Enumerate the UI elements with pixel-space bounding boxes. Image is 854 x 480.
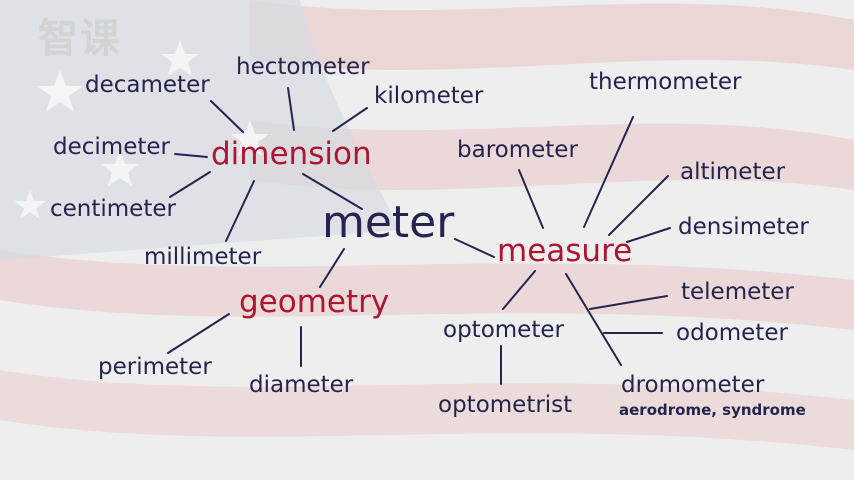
word-optometrist: optometrist — [438, 392, 573, 418]
word-centimeter: centimeter — [50, 196, 176, 222]
line-dimension-hectometer — [287, 87, 295, 131]
word-decimeter: decimeter — [53, 134, 170, 160]
line-meter-geometry — [319, 248, 345, 288]
word-diameter: diameter — [249, 372, 354, 398]
line-measure-densimeter — [626, 227, 671, 243]
line-measure-telemeter — [589, 295, 668, 310]
line-dimension-centimeter — [169, 171, 211, 198]
hub-measure: measure — [497, 233, 633, 269]
line-dimension-meter — [302, 173, 363, 210]
word-hectometer: hectometer — [236, 54, 370, 80]
word-dromometer: dromometer — [621, 372, 765, 398]
line-geometry-perimeter — [167, 313, 230, 354]
word-thermometer: thermometer — [589, 69, 742, 95]
word-optometer: optometer — [443, 317, 564, 343]
line-measure-optometer — [502, 270, 536, 310]
word-millimeter: millimeter — [144, 244, 262, 270]
word-perimeter: perimeter — [98, 354, 212, 380]
line-dimension-decimeter — [174, 153, 208, 158]
line-measure-dromometer — [565, 273, 622, 366]
note-aerodrome-syndrome: aerodrome, syndrome — [619, 401, 806, 419]
line-dimension-decameter — [210, 100, 244, 133]
word-odometer: odometer — [676, 320, 788, 346]
word-telemeter: telemeter — [681, 279, 794, 305]
hub-dimension: dimension — [211, 136, 372, 172]
line-dimension-kilometer — [332, 107, 368, 132]
word-barometer: barometer — [457, 137, 578, 163]
watermark-logo: 智课 — [38, 16, 122, 62]
word-decameter: decameter — [85, 72, 210, 98]
line-dimension-millimeter — [225, 180, 255, 242]
line-measure-altimeter — [608, 175, 669, 236]
line-measure-thermometer — [583, 116, 634, 228]
word-kilometer: kilometer — [374, 83, 484, 109]
word-altimeter: altimeter — [680, 159, 786, 185]
hub-geometry: geometry — [239, 284, 390, 320]
center-word-meter: meter — [322, 197, 455, 248]
word-densimeter: densimeter — [678, 214, 809, 240]
line-meter-measure — [454, 238, 495, 258]
line-measure-barometer — [518, 169, 544, 229]
